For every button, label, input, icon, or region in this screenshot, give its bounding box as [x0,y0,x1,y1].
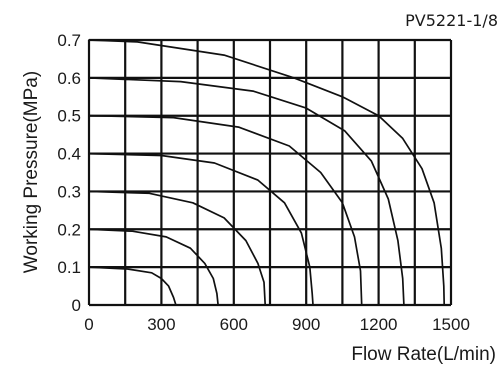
x-axis-title: Flow Rate(L/min) [351,344,496,365]
y-tick-label: 0.2 [57,220,81,239]
grid [87,38,453,307]
curve-series-3 [88,190,267,306]
curve-series-1 [88,266,177,306]
y-tick-label: 0.5 [57,107,81,126]
y-tick-labels: 0 0.1 0.2 0.3 0.4 0.5 0.6 0.7 [57,31,81,315]
x-tick-label: 1200 [360,315,398,334]
y-tick-label: 0.1 [57,258,81,277]
y-axis-title: Working Pressure(MPa) [21,71,42,273]
curve-series-7 [88,39,446,306]
curve-series-4 [88,152,314,306]
y-tick-label: 0.7 [57,31,81,50]
x-tick-label: 1500 [432,315,470,334]
chart-title: PV5221-1/8 [405,11,498,30]
x-tick-label: 900 [292,315,320,334]
x-tick-label: 300 [147,315,175,334]
x-tick-labels: 0 300 600 900 1200 1500 [84,315,470,334]
curve-series-2 [88,228,219,306]
y-tick-label: 0 [72,296,81,315]
y-tick-label: 0.4 [57,145,81,164]
curve-series-5 [88,114,363,306]
x-tick-label: 0 [84,315,93,334]
y-tick-label: 0.3 [57,182,81,201]
series-curves [88,39,446,306]
x-tick-label: 600 [220,315,248,334]
curve-series-6 [88,77,405,306]
y-tick-label: 0.6 [57,69,81,88]
